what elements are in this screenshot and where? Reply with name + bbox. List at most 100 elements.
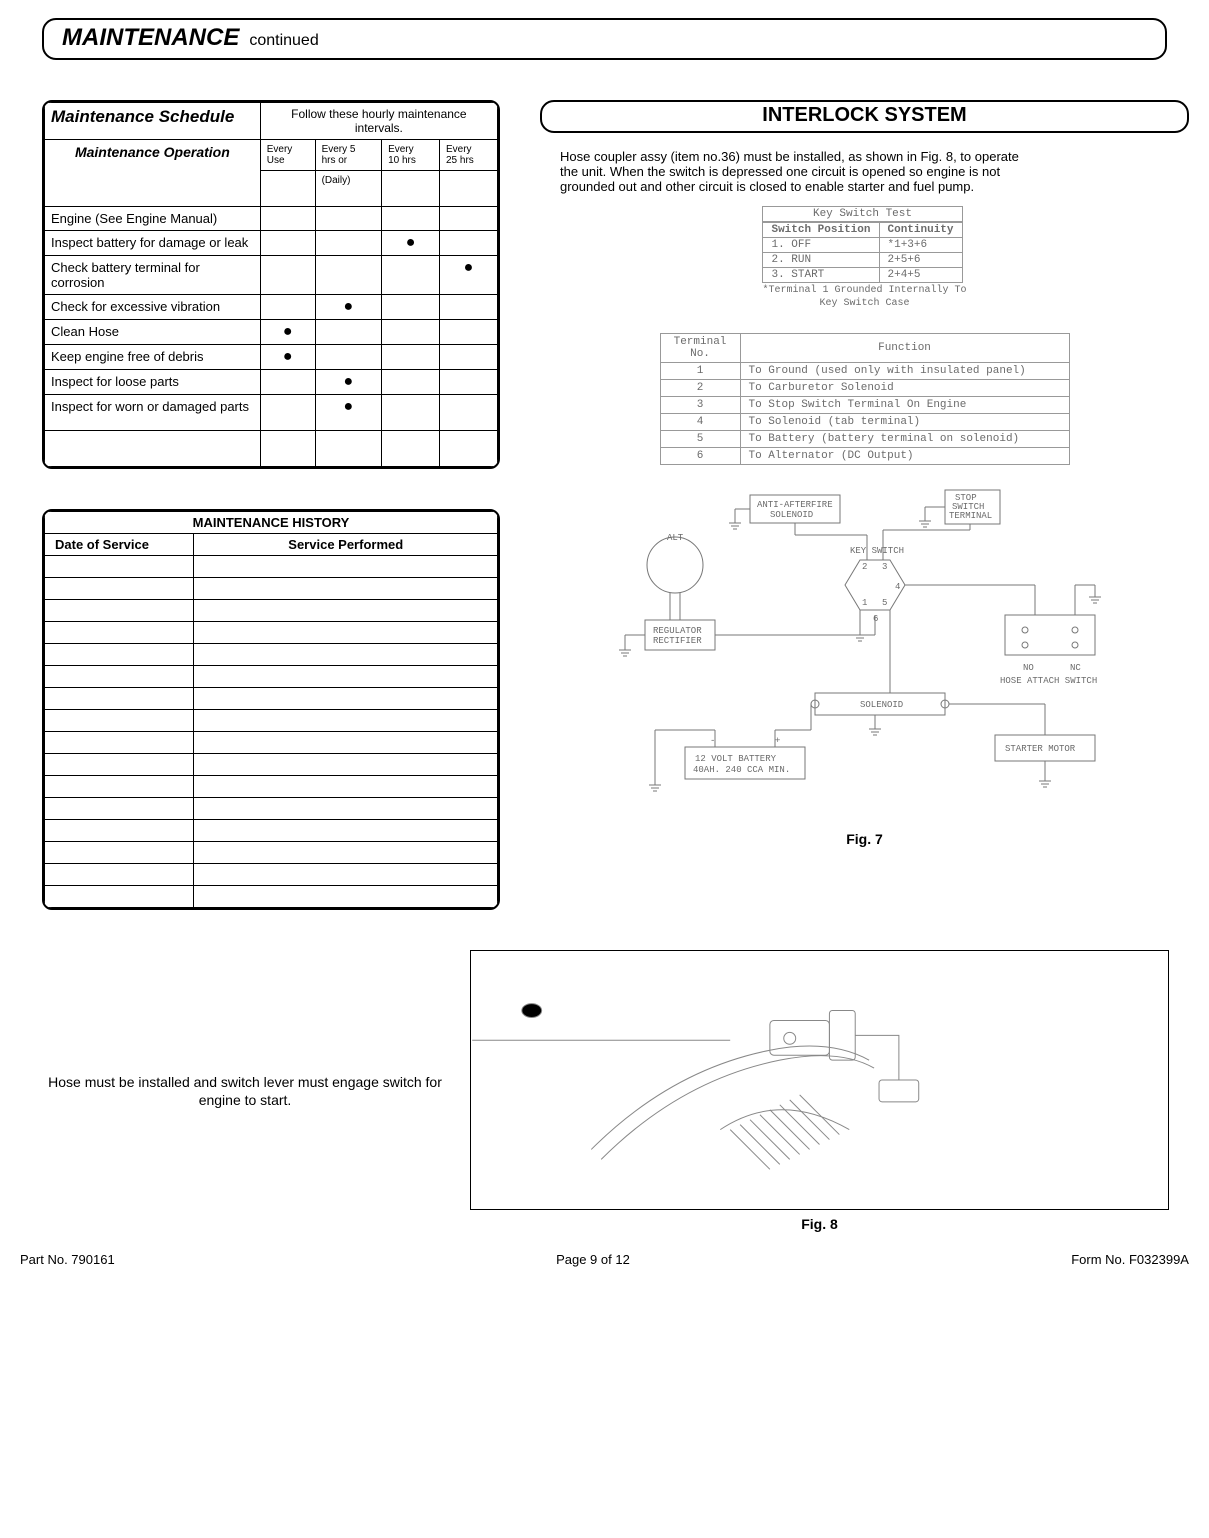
history-cell [45, 820, 194, 842]
schedule-mark: ● [315, 370, 382, 395]
schedule-op: Inspect battery for damage or leak [45, 231, 261, 256]
schedule-mark [382, 295, 440, 320]
history-cell [45, 842, 194, 864]
maintenance-history: MAINTENANCE HISTORY Date of Service Serv… [42, 509, 500, 910]
history-cell [194, 688, 498, 710]
schedule-col-1: Every 5hrs or [315, 140, 382, 171]
schedule-mark [260, 256, 315, 295]
footer-right: Form No. F032399A [1071, 1252, 1189, 1267]
history-cell [194, 732, 498, 754]
schedule-op: Inspect for worn or damaged parts [45, 395, 261, 431]
schedule-mark: ● [315, 395, 382, 431]
page-title: MAINTENANCE [62, 24, 239, 52]
schedule-mark [260, 295, 315, 320]
history-cell [45, 754, 194, 776]
svg-text:TERMINAL: TERMINAL [949, 511, 992, 521]
key-switch-cell: 2+4+5 [879, 268, 962, 283]
interlock-header: INTERLOCK SYSTEM [540, 100, 1189, 133]
schedule-mark [382, 207, 440, 231]
footer-left: Part No. 790161 [20, 1252, 115, 1267]
svg-text:ALT: ALT [667, 533, 684, 543]
hose-note: Hose must be installed and switch lever … [40, 1073, 460, 1109]
schedule-mark [440, 320, 498, 345]
svg-text:3: 3 [882, 562, 887, 572]
schedule-op: Engine (See Engine Manual) [45, 207, 261, 231]
schedule-mark [260, 207, 315, 231]
history-cell [45, 886, 194, 908]
svg-text:KEY SWITCH: KEY SWITCH [850, 546, 904, 556]
svg-text:12 VOLT BATTERY: 12 VOLT BATTERY [695, 754, 777, 764]
schedule-op: Check battery terminal for corrosion [45, 256, 261, 295]
history-cell [194, 820, 498, 842]
history-cell [45, 864, 194, 886]
history-cell [194, 842, 498, 864]
svg-text:HOSE ATTACH SWITCH: HOSE ATTACH SWITCH [1000, 676, 1097, 686]
history-cell [45, 644, 194, 666]
schedule-mark [440, 370, 498, 395]
fig8-label: Fig. 8 [470, 1216, 1169, 1232]
svg-text:5: 5 [882, 598, 887, 608]
schedule-title: Maintenance Schedule [45, 103, 261, 140]
history-cell [194, 556, 498, 578]
interlock-text: Hose coupler assy (item no.36) must be i… [560, 149, 1020, 194]
schedule-col-3: Every25 hrs [440, 140, 498, 171]
schedule-subtitle: Follow these hourly maintenance interval… [260, 103, 497, 140]
history-cell [194, 644, 498, 666]
schedule-mark: ● [260, 345, 315, 370]
schedule-mark [260, 231, 315, 256]
key-switch-note2: Key Switch Case [762, 298, 966, 309]
footer-center: Page 9 of 12 [556, 1252, 630, 1267]
schedule-mark [315, 256, 382, 295]
svg-text:RECTIFIER: RECTIFIER [653, 636, 702, 646]
schedule-op: Clean Hose [45, 320, 261, 345]
history-cell [45, 710, 194, 732]
svg-text:STARTER MOTOR: STARTER MOTOR [1005, 744, 1076, 754]
page-subtitle: continued [249, 32, 318, 50]
history-cell [194, 666, 498, 688]
schedule-mark [315, 320, 382, 345]
terminal-func: To Carburetor Solenoid [740, 380, 1069, 397]
key-switch-cell: *1+3+6 [879, 238, 962, 253]
schedule-mark [382, 345, 440, 370]
history-cell [45, 556, 194, 578]
key-switch-h0: Switch Position [763, 223, 879, 238]
history-cell [45, 622, 194, 644]
schedule-mark: ● [440, 256, 498, 295]
schedule-op-header: Maintenance Operation [45, 140, 261, 207]
fig7-label: Fig. 7 [540, 831, 1189, 847]
history-cell [194, 578, 498, 600]
page-header: MAINTENANCE continued [42, 18, 1167, 60]
schedule-mark [260, 395, 315, 431]
schedule-mark [440, 207, 498, 231]
terminal-func: To Battery (battery terminal on solenoid… [740, 431, 1069, 448]
svg-text:SOLENOID: SOLENOID [860, 700, 903, 710]
svg-text:NO: NO [1023, 663, 1034, 673]
key-switch-cell: 2. RUN [763, 253, 879, 268]
schedule-op: Keep engine free of debris [45, 345, 261, 370]
schedule-mark [315, 231, 382, 256]
history-cell [194, 754, 498, 776]
svg-text:40AH. 240 CCA MIN.: 40AH. 240 CCA MIN. [693, 765, 790, 775]
history-title: MAINTENANCE HISTORY [45, 512, 498, 534]
schedule-mark [382, 320, 440, 345]
key-switch-cell: 1. OFF [763, 238, 879, 253]
history-cell [194, 776, 498, 798]
terminal-func: To Stop Switch Terminal On Engine [740, 397, 1069, 414]
history-cell [45, 776, 194, 798]
svg-text:2: 2 [862, 562, 867, 572]
history-cell [45, 578, 194, 600]
schedule-mark [440, 345, 498, 370]
terminal-func: To Ground (used only with insulated pane… [740, 363, 1069, 380]
schedule-mark: ● [382, 231, 440, 256]
history-cell [194, 710, 498, 732]
maintenance-schedule: Maintenance Schedule Follow these hourly… [42, 100, 500, 469]
terminal-func: To Solenoid (tab terminal) [740, 414, 1069, 431]
schedule-mark: ● [260, 320, 315, 345]
history-cell [45, 688, 194, 710]
schedule-mark: ● [315, 295, 382, 320]
terminal-h1: Function [740, 334, 1069, 363]
key-switch-caption: Key Switch Test [762, 206, 962, 222]
schedule-mark [382, 256, 440, 295]
svg-text:REGULATOR: REGULATOR [653, 626, 702, 636]
schedule-mark [382, 370, 440, 395]
